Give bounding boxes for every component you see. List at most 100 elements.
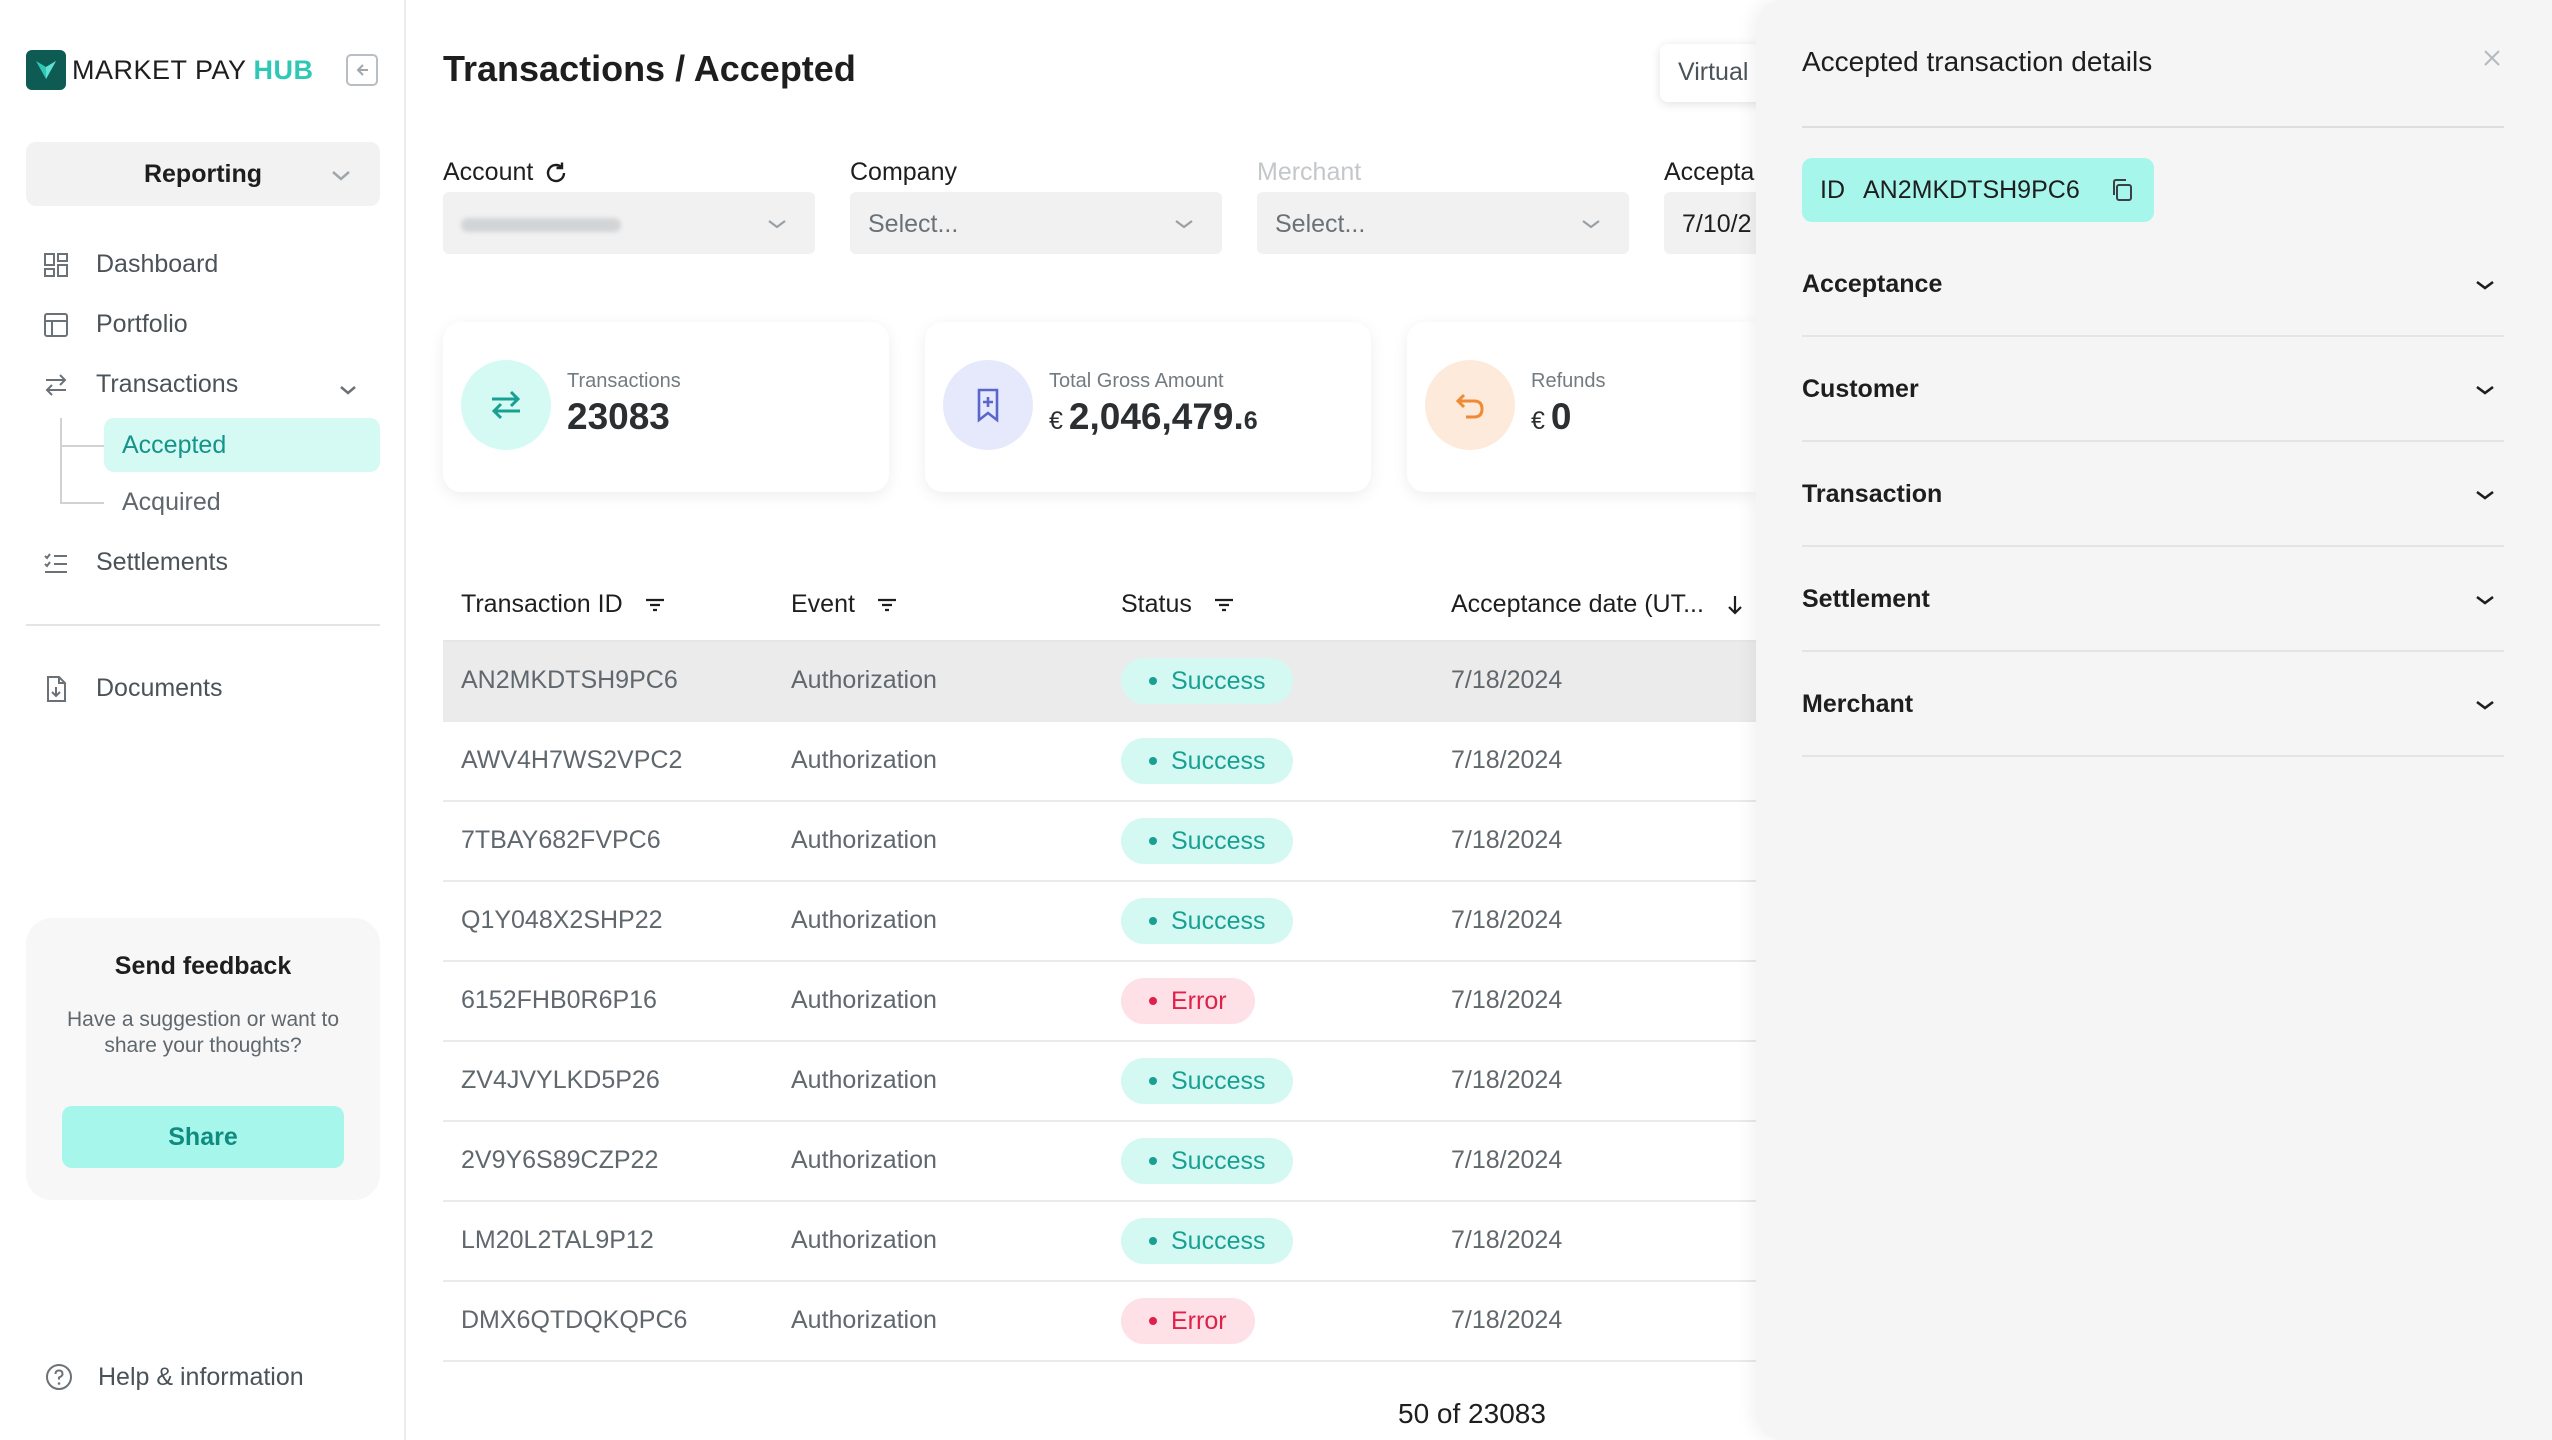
table-row[interactable]: 7TBAY682FVPC6 Authorization Success 7/18/20… bbox=[443, 802, 1757, 882]
transfer-arrows-icon bbox=[461, 360, 551, 450]
refresh-icon[interactable] bbox=[543, 160, 569, 186]
checklist-icon bbox=[44, 552, 67, 573]
sidebar-item-transactions[interactable]: Transactions bbox=[42, 370, 238, 399]
accordion-settlement[interactable]: Settlement bbox=[1802, 547, 2504, 652]
section-selector[interactable]: Reporting bbox=[26, 142, 380, 206]
table-header: Transaction ID Event Status Acceptance d… bbox=[443, 566, 1757, 642]
sidebar-item-label: Acquired bbox=[122, 488, 221, 516]
status-badge: Success bbox=[1121, 1058, 1294, 1104]
column-header-acceptance-date[interactable]: Acceptance date (UT... bbox=[1451, 590, 1746, 619]
sidebar-item-portfolio[interactable]: Portfolio bbox=[42, 310, 188, 339]
acceptance-date-cell: 7/18/2024 bbox=[1451, 1306, 1563, 1334]
sidebar-item-acquired[interactable]: Acquired bbox=[122, 488, 221, 517]
document-download-icon bbox=[47, 675, 66, 702]
subnav-line bbox=[60, 418, 62, 504]
virtual-button[interactable]: Virtual bbox=[1660, 44, 1770, 102]
share-feedback-button[interactable]: Share bbox=[62, 1106, 344, 1168]
chevron-down-icon bbox=[2476, 490, 2494, 500]
help-link[interactable]: Help & information bbox=[44, 1362, 304, 1392]
table-row[interactable]: AWV4H7WS2VPC2 Authorization Success 7/18/20… bbox=[443, 722, 1757, 802]
filter-icon[interactable] bbox=[875, 595, 899, 615]
pagination-count: 50 of 23083 bbox=[1398, 1398, 1546, 1429]
chevron-down-icon bbox=[2476, 595, 2494, 605]
feedback-text: Have a suggestion or want to share your … bbox=[67, 1008, 339, 1057]
acceptance-date-cell: 7/18/2024 bbox=[1451, 1146, 1563, 1174]
acceptance-filter-label: Accepta bbox=[1664, 158, 1755, 186]
accordion-title: Settlement bbox=[1802, 585, 1930, 613]
status-badge: Success bbox=[1121, 898, 1294, 944]
accordion-customer[interactable]: Customer bbox=[1802, 337, 2504, 442]
column-header-transaction-id[interactable]: Transaction ID bbox=[461, 590, 667, 619]
event-cell: Authorization bbox=[791, 906, 937, 934]
account-select[interactable] bbox=[443, 192, 815, 254]
table-row[interactable]: Q1Y048X2SHP22 Authorization Success 7/18/20… bbox=[443, 882, 1757, 962]
status-badge: Success bbox=[1121, 738, 1294, 784]
event-cell: Authorization bbox=[791, 1226, 937, 1254]
status-badge: Success bbox=[1121, 818, 1294, 864]
gross-amount-card-label: Total Gross Amount bbox=[1049, 370, 1224, 392]
merchant-select[interactable]: Select... bbox=[1257, 192, 1629, 254]
transactions-card-label: Transactions bbox=[567, 370, 681, 392]
column-header-event[interactable]: Event bbox=[791, 590, 899, 619]
table-row[interactable]: AN2MKDTSH9PC6 Authorization Success 7/18/20… bbox=[443, 642, 1757, 722]
acceptance-date-input[interactable]: 7/10/2 bbox=[1664, 192, 1764, 254]
logo[interactable]: MARKET PAY HUB bbox=[26, 50, 314, 90]
close-icon[interactable] bbox=[2480, 46, 2504, 70]
transaction-id-cell: 7TBAY682FVPC6 bbox=[461, 826, 661, 854]
table-row[interactable]: ZV4JVYLKD5P26 Authorization Success 7/18/20… bbox=[443, 1042, 1757, 1122]
gross-amount-card-value: €2,046,479.6 bbox=[1049, 396, 1258, 437]
transactions-card: Transactions 23083 bbox=[443, 322, 889, 492]
status-dot-icon bbox=[1149, 837, 1157, 845]
acceptance-date-cell: 7/18/2024 bbox=[1451, 746, 1563, 774]
accordion-title: Merchant bbox=[1802, 690, 1914, 718]
table-row[interactable]: DMX6QTDQKQPC6 Authorization Error 7/18/2024 bbox=[443, 1282, 1757, 1362]
copy-icon[interactable] bbox=[2108, 176, 2136, 204]
accordion-acceptance[interactable]: Acceptance bbox=[1802, 232, 2504, 337]
sort-down-arrow-icon[interactable] bbox=[1724, 593, 1746, 617]
status-dot-icon bbox=[1149, 917, 1157, 925]
account-value-redacted bbox=[461, 218, 621, 232]
subnav-connector bbox=[60, 445, 104, 447]
status-dot-icon bbox=[1149, 997, 1157, 1005]
transfer-arrows-icon bbox=[45, 373, 67, 396]
chevron-down-icon bbox=[2476, 280, 2494, 290]
chevron-down-icon bbox=[2476, 700, 2494, 710]
logo-icon bbox=[26, 50, 66, 90]
acceptance-date-cell: 7/18/2024 bbox=[1451, 906, 1563, 934]
bookmark-add-icon bbox=[943, 360, 1033, 450]
table-row[interactable]: 6152FHB0R6P16 Authorization Error 7/18/2024 bbox=[443, 962, 1757, 1042]
subnav-connector bbox=[60, 502, 104, 504]
collapse-sidebar-button[interactable] bbox=[346, 54, 378, 86]
sidebar-item-dashboard[interactable]: Dashboard bbox=[42, 250, 218, 279]
accordion-merchant[interactable]: Merchant bbox=[1802, 652, 2504, 757]
sidebar-item-settlements[interactable]: Settlements bbox=[42, 548, 228, 577]
gross-amount-card: Total Gross Amount €2,046,479.6 bbox=[925, 322, 1371, 492]
account-filter-label: Account bbox=[443, 158, 569, 187]
chevron-down-icon[interactable] bbox=[336, 378, 360, 402]
sidebar-item-documents[interactable]: Documents bbox=[42, 674, 222, 703]
company-select[interactable]: Select... bbox=[850, 192, 1222, 254]
status-badge: Error bbox=[1121, 1298, 1255, 1344]
accordion-title: Customer bbox=[1802, 375, 1919, 403]
chevron-down-icon bbox=[768, 220, 786, 229]
event-cell: Authorization bbox=[791, 1306, 937, 1334]
column-header-status[interactable]: Status bbox=[1121, 590, 1236, 619]
transaction-id-cell: Q1Y048X2SHP22 bbox=[461, 906, 663, 934]
refunds-card: Refunds €0 bbox=[1407, 322, 1756, 492]
filter-icon[interactable] bbox=[643, 595, 667, 615]
chevron-down-icon bbox=[332, 171, 350, 181]
filter-icon[interactable] bbox=[1212, 595, 1236, 615]
chevron-down-icon bbox=[1582, 220, 1600, 229]
help-label: Help & information bbox=[98, 1362, 304, 1391]
sidebar-item-accepted[interactable]: Accepted bbox=[104, 418, 380, 472]
event-cell: Authorization bbox=[791, 1066, 937, 1094]
undo-icon bbox=[1425, 360, 1515, 450]
table-row[interactable]: 2V9Y6S89CZP22 Authorization Success 7/18/20… bbox=[443, 1122, 1757, 1202]
accordion-transaction[interactable]: Transaction bbox=[1802, 442, 2504, 547]
event-cell: Authorization bbox=[791, 1146, 937, 1174]
status-dot-icon bbox=[1149, 757, 1157, 765]
sidebar-item-label: Documents bbox=[96, 674, 223, 702]
transactions-card-value: 23083 bbox=[567, 396, 670, 437]
table-row[interactable]: LM20L2TAL9P12 Authorization Success 7/18/20… bbox=[443, 1202, 1757, 1282]
sidebar-item-label: Transactions bbox=[96, 370, 239, 398]
